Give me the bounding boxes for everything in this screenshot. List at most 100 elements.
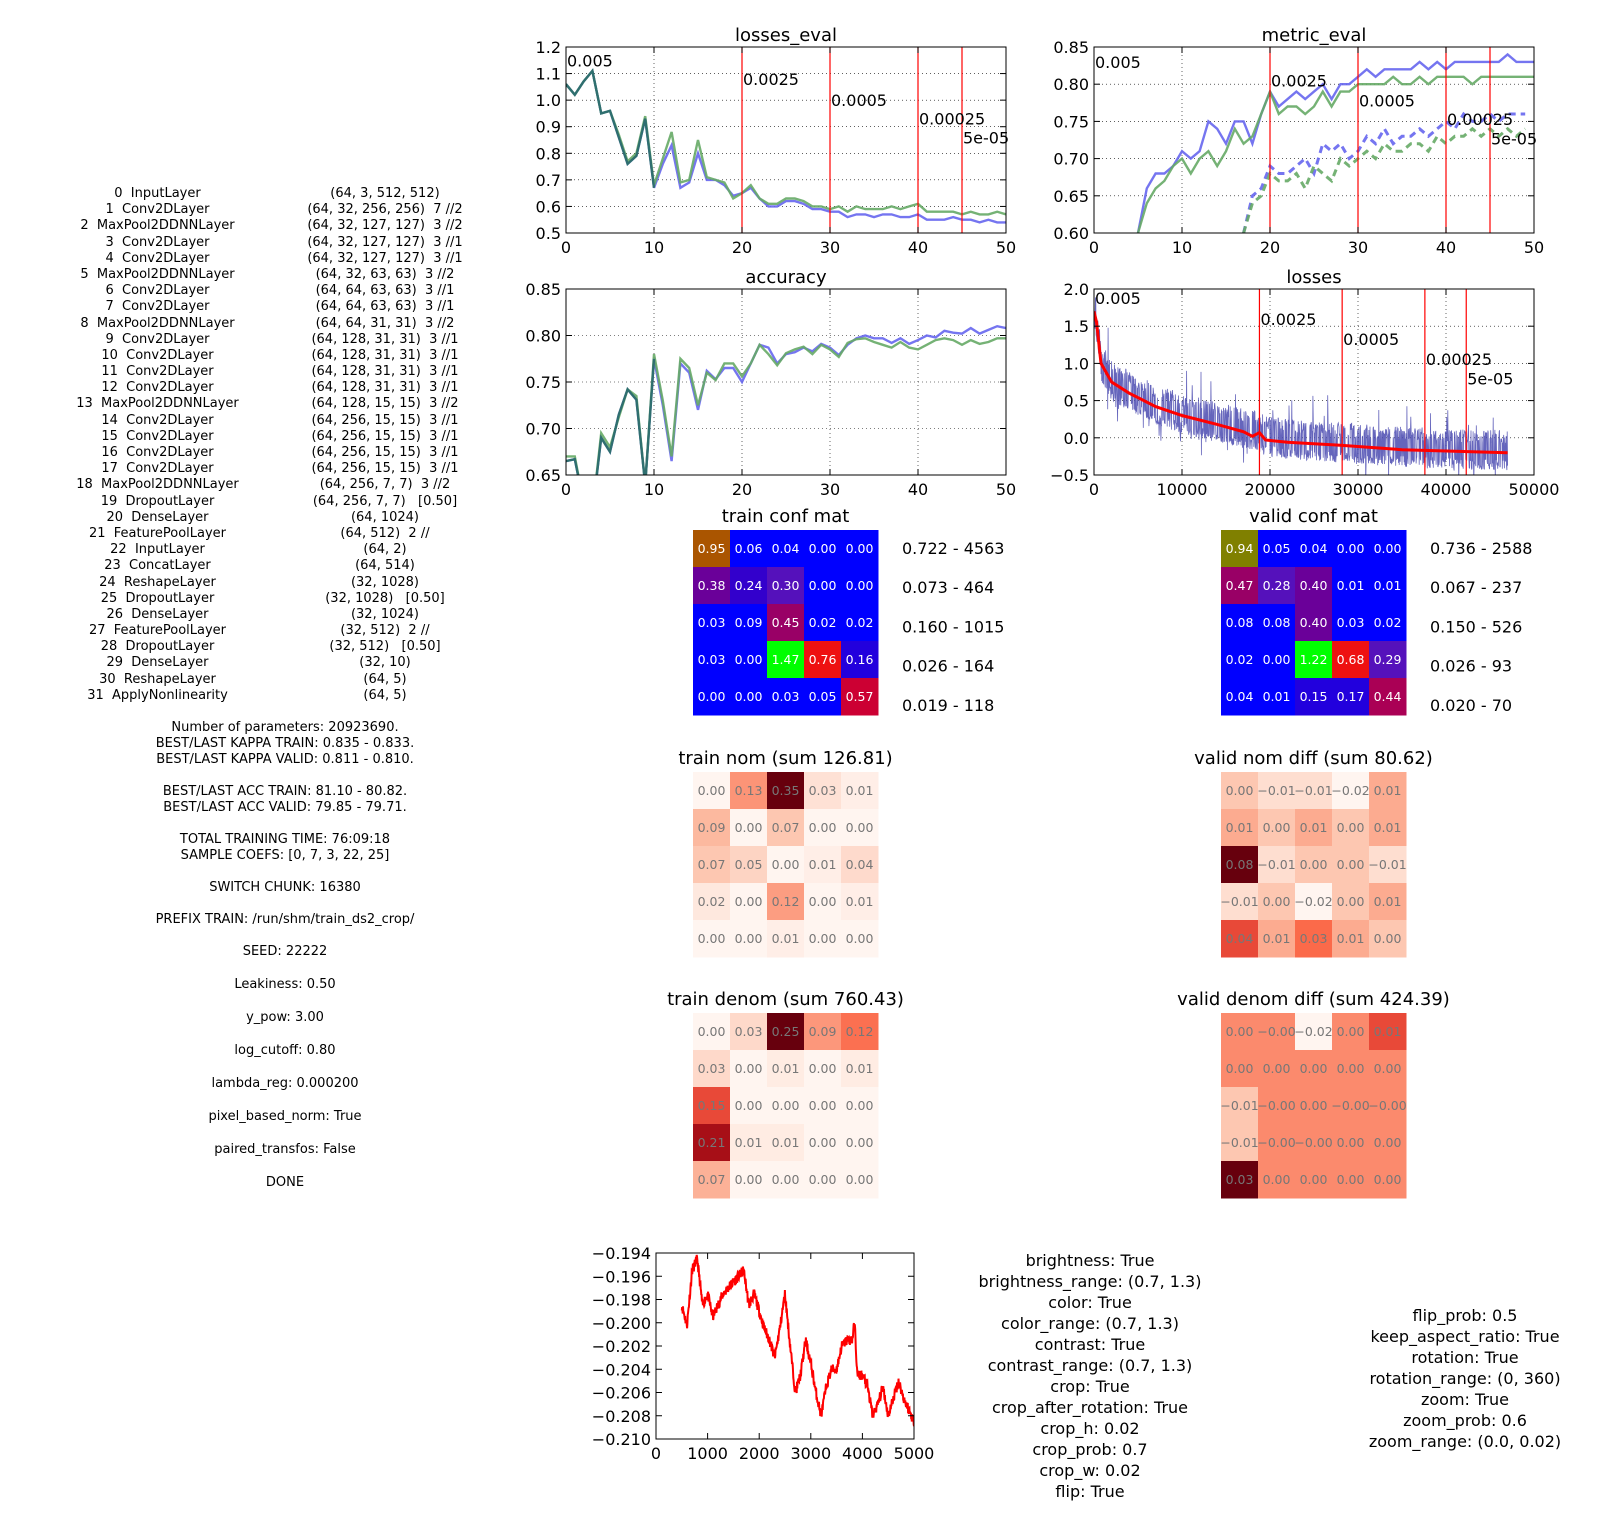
layer-name: 25 DropoutLayer [100,590,215,606]
heatmap-cell [730,1124,768,1162]
heatmap-cell [693,604,731,642]
stat-coefs: SAMPLE COEFS: [0, 7, 3, 22, 25] [180,848,390,863]
augmentation-param: crop_w: 0.02 [1039,1461,1141,1480]
cell-label: 0.09 [809,1024,837,1039]
stat-kappa-train: BEST/LAST KAPPA TRAIN: 0.835 - 0.833. [155,736,415,751]
layer-shape: (64, 2) [363,542,407,558]
heatmap-cell [693,567,731,605]
cell-label: 0.00 [1337,820,1365,835]
cell-label: 0.00 [809,820,837,835]
series-line [1094,297,1508,475]
x-tick-label: 10000 [1157,480,1208,499]
heatmap-valid_conf_mat: valid conf mat 0.94 0.05 0.04 0.00 0.00 0.47 0.… [1221,506,1532,716]
cell-label: 0.30 [772,578,800,593]
row-info: 0.019 - 118 [902,696,994,715]
y-tick-label: 0.75 [525,373,561,392]
cell-label: 0.00 [846,820,874,835]
y-tick-label: 1.1 [536,65,561,84]
heatmap-cell [1332,1161,1370,1199]
layer-name: 21 FeaturePoolLayer [88,525,227,541]
cell-label: −0.00 [1368,1098,1406,1113]
lr-label: 0.0005 [1343,330,1399,349]
cell-label: 0.12 [846,1024,874,1039]
heatmap-cell [1221,1087,1259,1125]
heatmap-cell [804,678,842,716]
stat-ypow: y_pow: 3.00 [246,1010,324,1025]
cell-label: 0.00 [735,689,763,704]
chart-title: accuracy [745,267,827,288]
lr-label: 5e-05 [1467,369,1513,388]
y-tick-label: 1.5 [1064,317,1089,336]
heatmap-cell [1295,846,1333,884]
heatmap-cell [1258,1087,1296,1125]
heatmap-cell [730,567,768,605]
stat-paired: paired_transfos: False [214,1142,356,1157]
heatmap-cell [841,567,879,605]
layer-name: 5 MaxPool2DDNNLayer [80,266,235,282]
cell-label: 0.00 [1300,1098,1328,1113]
x-tick-label: 30000 [1333,480,1384,499]
cell-label: 0.38 [698,578,726,593]
heatmap-cell [804,772,842,810]
cell-label: 0.01 [1263,931,1291,946]
heatmap-cell [1369,846,1407,884]
layer-row: 21 FeaturePoolLayer (64, 512) 2 // [30,526,530,542]
x-tick-label: 50 [996,238,1016,257]
series-line [1136,75,1534,233]
layer-row: 18 MaxPool2DDNNLayer (64, 256, 7, 7) 3 //… [30,477,530,493]
cell-label: 0.00 [1337,1024,1365,1039]
stat-acc-train: BEST/LAST ACC TRAIN: 81.10 - 80.82. [162,784,408,799]
cell-label: 0.00 [809,578,837,593]
heatmap-cell [1295,1013,1333,1051]
augmentation-param: zoom_prob: 0.6 [1403,1411,1527,1430]
y-tick-label: 0.0 [1064,429,1089,448]
heatmap-cell [841,846,879,884]
cell-label: 0.00 [1263,652,1291,667]
augmentation-param: zoom: True [1420,1390,1510,1409]
cell-label: 0.00 [698,931,726,946]
layer-shape: (64, 1024) [350,509,420,525]
heatmap-valid_nom_diff: valid nom diff (sum 80.62)0.00 −0.01−0.01… [1194,748,1433,958]
layer-shape: (64, 64, 63, 63) 3 //1 [315,299,455,315]
cell-label: 0.01 [846,894,874,909]
cell-label: 0.29 [1374,652,1402,667]
cell-label: 0.40 [1300,578,1328,593]
chart-smooth_tail: 0 1000 2000 3000 4000 5000 −0.210 −0.208 −0.206 −… [592,1244,935,1463]
layer-name: 0 InputLayer [114,186,201,201]
cell-label: 0.07 [698,1172,726,1187]
layer-shape: (64, 64, 31, 31) 3 //2 [315,315,455,331]
cell-label: −0.00 [1294,1135,1332,1150]
heatmap-cell [1369,1124,1407,1162]
cell-label: 0.00 [735,1172,763,1187]
cell-label: 0.00 [809,1061,837,1076]
heatmap-cell [693,772,731,810]
cell-label: −0.01 [1368,857,1406,872]
cell-label: 0.03 [735,1024,763,1039]
heatmap-cell [730,1087,768,1125]
cell-label: 0.00 [846,578,874,593]
cell-label: 0.00 [1337,1061,1365,1076]
layer-row: 19 DropoutLayer (64, 256, 7, 7) [0.50] [30,494,530,510]
x-tick-label: 0 [561,238,571,257]
x-tick-label: 40 [908,480,928,499]
cell-label: 0.00 [846,1172,874,1187]
heatmap-cell [1258,920,1296,958]
y-tick-label: −0.5 [1050,466,1089,485]
heatmap-cell [1369,641,1407,679]
y-tick-label: 0.65 [525,466,561,485]
layer-shape: (64, 32, 256, 256) 7 //2 [307,202,463,218]
row-info: 0.026 - 93 [1430,657,1512,676]
cell-label: 0.00 [809,1172,837,1187]
cell-label: 0.00 [846,1135,874,1150]
x-tick-label: 40 [1436,238,1456,257]
y-tick-label: −0.208 [592,1407,651,1426]
heatmap-cell [730,846,768,884]
heatmap-cell [767,1050,805,1088]
cell-label: 0.09 [698,820,726,835]
layer-name: 19 DropoutLayer [100,493,215,509]
heatmap-cell [1221,604,1259,642]
cell-label: 0.03 [809,783,837,798]
heatmap-cell [1369,809,1407,847]
stat-seed: SEED: 22222 [242,944,328,959]
chart-title: losses_eval [735,25,837,46]
